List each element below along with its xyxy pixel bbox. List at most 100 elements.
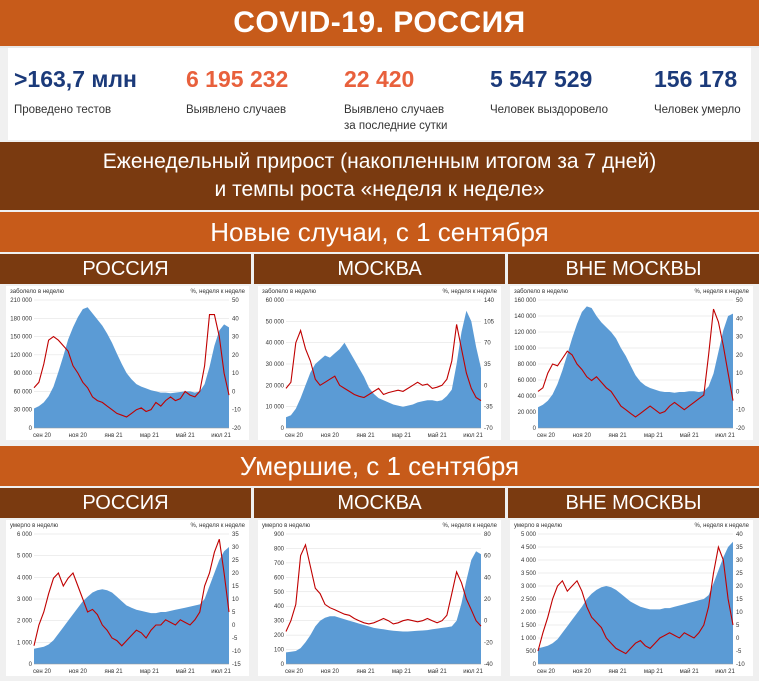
right-tick-label: 0: [736, 636, 740, 642]
deaths-band: Умершие, с 1 сентября: [0, 446, 759, 486]
left-tick-label: 500: [274, 590, 285, 596]
subtitle-line1: Еженедельный прирост (накопленным итогом…: [102, 150, 657, 173]
line-series: [537, 544, 734, 655]
right-tick-label: 35: [232, 532, 239, 538]
stat-recovered-label: Человек выздоровело: [490, 104, 609, 116]
right-tick-label: 30: [736, 558, 743, 564]
left-tick-label: 50 000: [266, 319, 285, 325]
left-tick-label: 3 000: [17, 597, 33, 603]
x-tick-label: янв 21: [357, 669, 376, 675]
right-tick-label: 140: [484, 298, 495, 304]
right-tick-label: 10: [232, 371, 239, 377]
left-tick-label: 800: [274, 546, 285, 552]
left-tick-label: 6 000: [17, 532, 33, 538]
right-tick-label: 20: [232, 571, 239, 577]
right-tick-label: 40: [736, 316, 743, 322]
right-tick-label: 0: [232, 623, 236, 629]
left-tick-label: 4 000: [521, 558, 537, 564]
left-tick-label: 120 000: [514, 330, 536, 336]
left-tick-label: 30 000: [14, 408, 33, 414]
chart-deaths-russia: умерло в неделю %, неделя к неделе 0 1 000 2…: [6, 520, 249, 676]
region-bar-russia-deaths: РОССИЯ: [0, 488, 251, 518]
left-tick-label: 300: [274, 619, 285, 625]
left-tick-label: 1 000: [17, 640, 33, 646]
right-tick-label: 0: [484, 619, 488, 625]
x-tick-label: ноя 20: [321, 433, 340, 439]
stat-daily-cases-label-line2: за последние сутки: [344, 120, 448, 132]
x-tick-label: янв 21: [105, 433, 124, 439]
line-series: [33, 314, 230, 418]
left-tick-label: 900: [274, 532, 285, 538]
stat-deaths-label: Человек умерло: [654, 104, 741, 116]
left-tick-label: 210 000: [10, 298, 32, 304]
left-tick-label: 140 000: [514, 314, 536, 320]
left-tick-label: 700: [274, 561, 285, 567]
x-tick-label: сен 20: [285, 669, 304, 675]
right-tick-label: 20: [232, 353, 239, 359]
stat-cases-value: 6 195 232: [186, 66, 289, 92]
left-tick-label: 40 000: [266, 341, 285, 347]
chart-svg: умерло в неделю%, неделя к неделе0100200…: [262, 523, 498, 675]
right-tick-label: -10: [736, 662, 745, 668]
left-tick-label: 600: [274, 575, 285, 581]
x-tick-label: май 21: [176, 668, 196, 675]
right-tick-label: 40: [736, 532, 743, 538]
right-tick-label: 70: [484, 341, 491, 347]
left-tick-label: 80 000: [518, 362, 537, 368]
chart-svg: заболело в неделю %, неделя к неделе 0 20 0…: [514, 289, 750, 439]
area-series: [286, 551, 481, 664]
x-tick-label: мар 21: [140, 669, 160, 675]
x-tick-label: июл 21: [463, 669, 483, 675]
right-tick-label: 60: [484, 554, 491, 560]
left-tick-label: 30 000: [266, 362, 285, 368]
line-series: [285, 543, 482, 632]
title-band: COVID-19. РОССИЯ: [0, 0, 759, 48]
x-tick-label: янв 21: [357, 433, 376, 439]
right-tick-label: -10: [232, 408, 241, 414]
chart-svg: умерло в неделю %, неделя к неделе 0 1 000 2…: [10, 523, 246, 675]
right-tick-label: 25: [232, 558, 239, 564]
right-tick-label: 10: [232, 597, 239, 603]
left-axis-label: заболело в неделю: [262, 289, 316, 295]
left-tick-label: 20 000: [266, 383, 285, 389]
x-tick-label: сен 20: [285, 433, 304, 439]
x-tick-label: май 21: [428, 432, 448, 439]
left-tick-label: 0: [281, 426, 285, 432]
left-tick-label: 2 500: [521, 597, 537, 603]
right-tick-label: 25: [736, 571, 743, 577]
chart-cases-russia: заболело в неделю %, неделя к неделе 0 30 0…: [6, 286, 249, 440]
stat-daily-cases-label-line1: Выявлено случаев: [344, 104, 445, 116]
left-tick-label: 0: [29, 426, 33, 432]
left-tick-label: 2 000: [521, 610, 537, 616]
x-tick-label: ноя 20: [573, 433, 592, 439]
right-tick-label: 30: [736, 335, 743, 341]
stats-panel: >163,7 млн Проведено тестов 6 195 232 Вы…: [8, 48, 751, 140]
right-tick-label: -10: [736, 408, 745, 414]
left-tick-label: 60 000: [266, 298, 285, 304]
area-series: [538, 306, 733, 428]
right-tick-label: 30: [232, 545, 239, 551]
left-axis-label: заболело в неделю: [514, 289, 568, 295]
x-tick-label: май 21: [176, 432, 196, 439]
left-tick-label: 120 000: [10, 353, 32, 359]
x-tick-label: сен 20: [537, 669, 556, 675]
right-tick-label: -15: [232, 662, 241, 668]
right-axis-label: %, неделя к неделе: [190, 289, 245, 295]
x-tick-label: май 21: [680, 432, 700, 439]
right-tick-label: -5: [232, 636, 238, 642]
stat-tests-label: Проведено тестов: [14, 104, 112, 116]
chart-cases-moscow: заболело в неделю %, неделя к неделе 0 10 0…: [258, 286, 501, 440]
stat-daily-cases-label: Выявлено случаев за последние сутки: [344, 102, 447, 134]
right-tick-label: 0: [484, 383, 488, 389]
deaths-title: Умершие, с 1 сентября: [239, 451, 520, 481]
right-tick-label: 35: [736, 545, 743, 551]
stat-tests-value: >163,7 млн: [14, 66, 137, 92]
x-tick-label: янв 21: [609, 669, 628, 675]
right-tick-label: -10: [232, 649, 241, 655]
region-bar-outside-cases: ВНЕ МОСКВЫ: [508, 254, 759, 284]
x-tick-label: сен 20: [33, 669, 52, 675]
left-tick-label: 100 000: [514, 346, 536, 352]
right-tick-label: 20: [736, 353, 743, 359]
left-axis-label: умерло в неделю: [262, 523, 311, 529]
left-tick-label: 0: [533, 426, 537, 432]
